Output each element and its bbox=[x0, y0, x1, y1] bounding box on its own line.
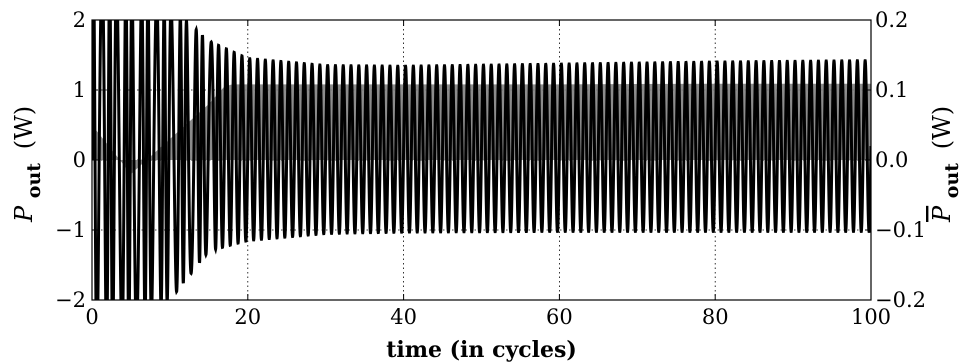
x-tick-label: 20 bbox=[234, 305, 261, 329]
svg-text:P out (W): P out (W) bbox=[10, 106, 46, 223]
y-left-tick-label: 2 bbox=[73, 8, 86, 32]
x-tick-label: 0 bbox=[85, 305, 98, 329]
plot-data bbox=[92, 20, 871, 300]
x-tick-label: 100 bbox=[851, 305, 891, 329]
x-tick-label: 60 bbox=[546, 305, 573, 329]
x-axis-title: time (in cycles) bbox=[386, 337, 577, 363]
svg-text:P out (W): P out (W) bbox=[928, 106, 964, 223]
y-left-tick-label: −1 bbox=[55, 218, 86, 242]
y-left-subscript: out bbox=[23, 163, 45, 198]
y-left-tick-label: −2 bbox=[55, 288, 86, 312]
y-axis-title-left: P out (W) bbox=[10, 106, 46, 223]
y-right-unit: (W) bbox=[928, 106, 956, 149]
x-tick-label: 40 bbox=[390, 305, 417, 329]
y-axis-title-right: P out (W) bbox=[928, 106, 964, 223]
y-right-tick-label: 0.1 bbox=[875, 78, 908, 102]
y-right-tick-label: −0.2 bbox=[875, 288, 926, 312]
y-right-tick-label: 0.0 bbox=[875, 148, 908, 172]
y-left-tick-label: 1 bbox=[73, 78, 86, 102]
y-left-unit: (W) bbox=[10, 106, 38, 149]
axis-labels: 0 20 40 60 80 100 −2 −1 0 1 2 −0.2 −0.1 0.0 0.1 0.2 bbox=[55, 8, 926, 329]
series-output-power bbox=[92, 20, 871, 300]
y-right-subscript: out bbox=[941, 163, 963, 198]
y-left-symbol: P bbox=[10, 205, 38, 223]
x-tick-label: 80 bbox=[702, 305, 729, 329]
axis-ticks bbox=[91, 19, 872, 301]
y-right-tick-label: 0.2 bbox=[875, 8, 908, 32]
y-right-tick-label: −0.1 bbox=[875, 218, 926, 242]
y-left-tick-label: 0 bbox=[73, 148, 86, 172]
y-right-symbol: P bbox=[928, 205, 956, 223]
